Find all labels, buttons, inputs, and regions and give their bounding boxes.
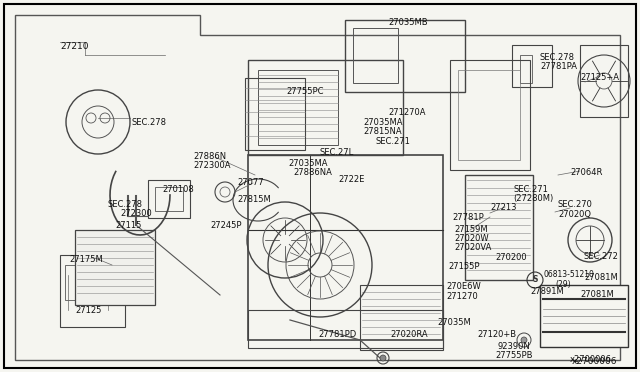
Text: 06813-51210: 06813-51210: [543, 270, 594, 279]
Text: SEC.278: SEC.278: [540, 53, 575, 62]
Bar: [258, 70, 338, 145]
Text: 27077: 27077: [237, 178, 264, 187]
Text: 27886N: 27886N: [193, 152, 226, 161]
Text: 270200: 270200: [495, 253, 527, 262]
Text: (27280M): (27280M): [513, 194, 553, 203]
Text: x2700006: x2700006: [572, 357, 618, 366]
Bar: [345, 20, 465, 92]
Text: 27081M: 27081M: [580, 290, 614, 299]
Text: 27755PC: 27755PC: [286, 87, 323, 96]
Text: x2700006: x2700006: [570, 355, 612, 364]
Text: 27159M: 27159M: [454, 225, 488, 234]
Text: SEC.278: SEC.278: [107, 200, 142, 209]
Circle shape: [380, 355, 386, 361]
Text: 27886NA: 27886NA: [293, 168, 332, 177]
Text: 27120+B: 27120+B: [477, 330, 516, 339]
Text: 27035MA: 27035MA: [363, 118, 403, 127]
Text: 27213: 27213: [490, 203, 516, 212]
Bar: [155, 187, 183, 211]
Text: SEC.272: SEC.272: [583, 252, 618, 261]
Bar: [580, 45, 628, 117]
Text: 272300: 272300: [120, 209, 152, 218]
Text: 27125: 27125: [75, 306, 101, 315]
Text: 271270: 271270: [446, 292, 477, 301]
Bar: [465, 175, 533, 280]
Bar: [512, 45, 552, 87]
Bar: [360, 285, 443, 350]
Text: 27020VA: 27020VA: [454, 243, 492, 252]
Text: S: S: [532, 276, 538, 285]
Bar: [60, 255, 125, 327]
Text: 27755PB: 27755PB: [495, 351, 532, 360]
Bar: [450, 60, 530, 170]
Text: 27020W: 27020W: [454, 234, 488, 243]
Text: (29): (29): [555, 280, 571, 289]
Bar: [75, 230, 155, 305]
Text: SEC.271: SEC.271: [513, 185, 548, 194]
Text: 27781PD: 27781PD: [318, 330, 356, 339]
Text: 27155P: 27155P: [448, 262, 479, 271]
Text: 27781PA: 27781PA: [540, 62, 577, 71]
Text: 2722E: 2722E: [338, 175, 364, 184]
Bar: [65, 265, 115, 300]
Text: 27815M: 27815M: [237, 195, 271, 204]
Text: 27020RA: 27020RA: [390, 330, 428, 339]
Bar: [148, 180, 190, 218]
Text: 27245P: 27245P: [210, 221, 241, 230]
Text: 272300A: 272300A: [193, 161, 230, 170]
Text: 27035MB: 27035MB: [388, 18, 428, 27]
Bar: [353, 28, 398, 83]
Bar: [520, 55, 532, 83]
Text: 27020Q: 27020Q: [558, 210, 591, 219]
Text: 27064R: 27064R: [570, 168, 602, 177]
Text: 270E6W: 270E6W: [446, 282, 481, 291]
Text: SEC.271: SEC.271: [375, 137, 410, 146]
Text: 27891M: 27891M: [530, 287, 564, 296]
Text: 27175M: 27175M: [69, 255, 103, 264]
Text: SEC.27L: SEC.27L: [319, 148, 353, 157]
Text: 92390N: 92390N: [498, 342, 531, 351]
Circle shape: [521, 337, 527, 343]
Text: 27781P: 27781P: [452, 213, 484, 222]
Text: SEC.278: SEC.278: [132, 118, 167, 127]
Bar: [248, 155, 443, 340]
Text: SEC.270: SEC.270: [558, 200, 593, 209]
Bar: [245, 78, 305, 150]
Text: 27815NA: 27815NA: [363, 127, 402, 136]
Text: 27081M: 27081M: [584, 273, 618, 282]
Bar: [540, 285, 628, 347]
Text: 271270A: 271270A: [388, 108, 426, 117]
Bar: [248, 310, 443, 348]
Text: 27115: 27115: [115, 221, 141, 230]
Text: 27035M: 27035M: [437, 318, 471, 327]
Text: 27035MA: 27035MA: [288, 159, 328, 168]
Text: 27125+A: 27125+A: [580, 73, 619, 82]
Text: 270108: 270108: [162, 185, 194, 194]
Text: 27210: 27210: [60, 42, 88, 51]
Bar: [458, 70, 520, 160]
Bar: [248, 60, 403, 155]
